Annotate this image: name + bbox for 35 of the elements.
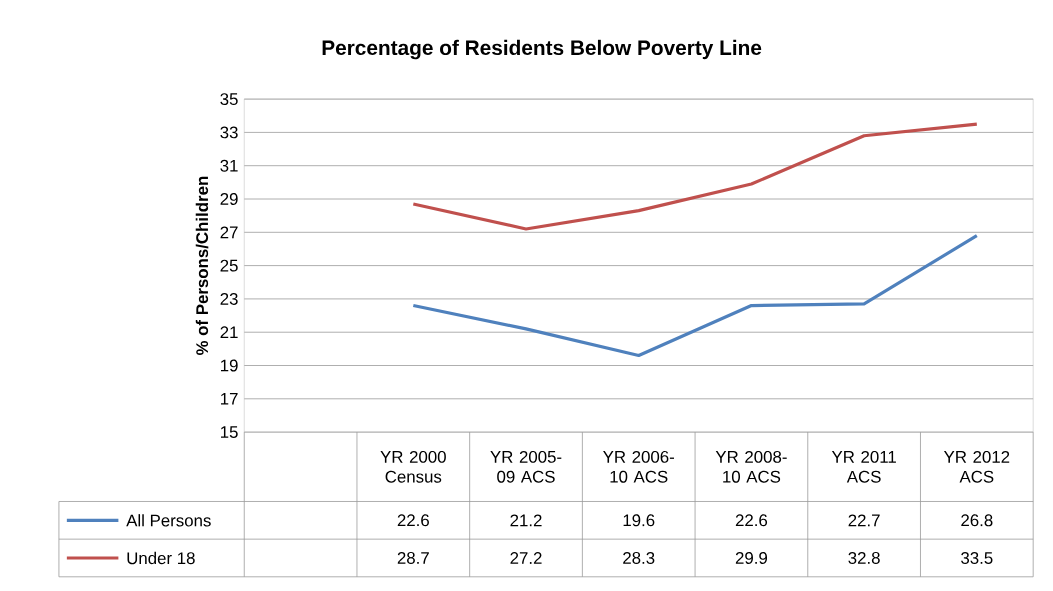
chart-title: Percentage of Residents Below Poverty Line [322,39,762,60]
y-tick-label: 35 [220,93,238,106]
y-tick-label: 27 [220,226,238,239]
x-tick-label: YR 2005-09 ACS [490,451,562,483]
y-tick-label: 17 [221,393,238,405]
legend-label: Under 18 [127,551,195,565]
data-label: 26.8 [961,514,993,527]
data-label: 29.9 [735,552,768,565]
y-axis-title: % of Persons/Children [195,176,209,356]
data-label: 21.2 [510,514,542,527]
data-label: 22.7 [848,514,880,527]
x-tick-label: YR 2012 ACS [943,451,1010,483]
x-tick-label: YR 2006-10 ACS [603,451,675,483]
legend-label: All Persons [126,514,211,527]
y-tick-label: 21 [220,326,238,339]
y-tick-label: 25 [220,259,238,272]
y-tick-label: 23 [220,293,238,306]
x-tick-label: YR 2011 ACS [831,451,896,483]
line-series [411,122,979,231]
data-label: 28.7 [397,552,429,565]
data-label: 22.6 [397,514,429,527]
data-label: 28.3 [623,552,655,565]
data-label: 27.2 [510,552,542,565]
data-label: 32.8 [848,552,880,565]
line-series [411,234,979,358]
data-label: 19.6 [623,514,655,527]
data-label: 33.5 [961,552,993,565]
data-label: 22.6 [735,514,768,527]
x-tick-label: YR 2000 Census [380,451,446,483]
y-tick-label: 19 [221,359,238,372]
y-tick-label: 15 [221,426,238,439]
x-tick-label: YR 2008-10 ACS [715,451,787,483]
y-tick-label: 33 [220,126,238,139]
y-tick-label: 31 [220,159,238,172]
y-tick-label: 29 [220,193,238,206]
